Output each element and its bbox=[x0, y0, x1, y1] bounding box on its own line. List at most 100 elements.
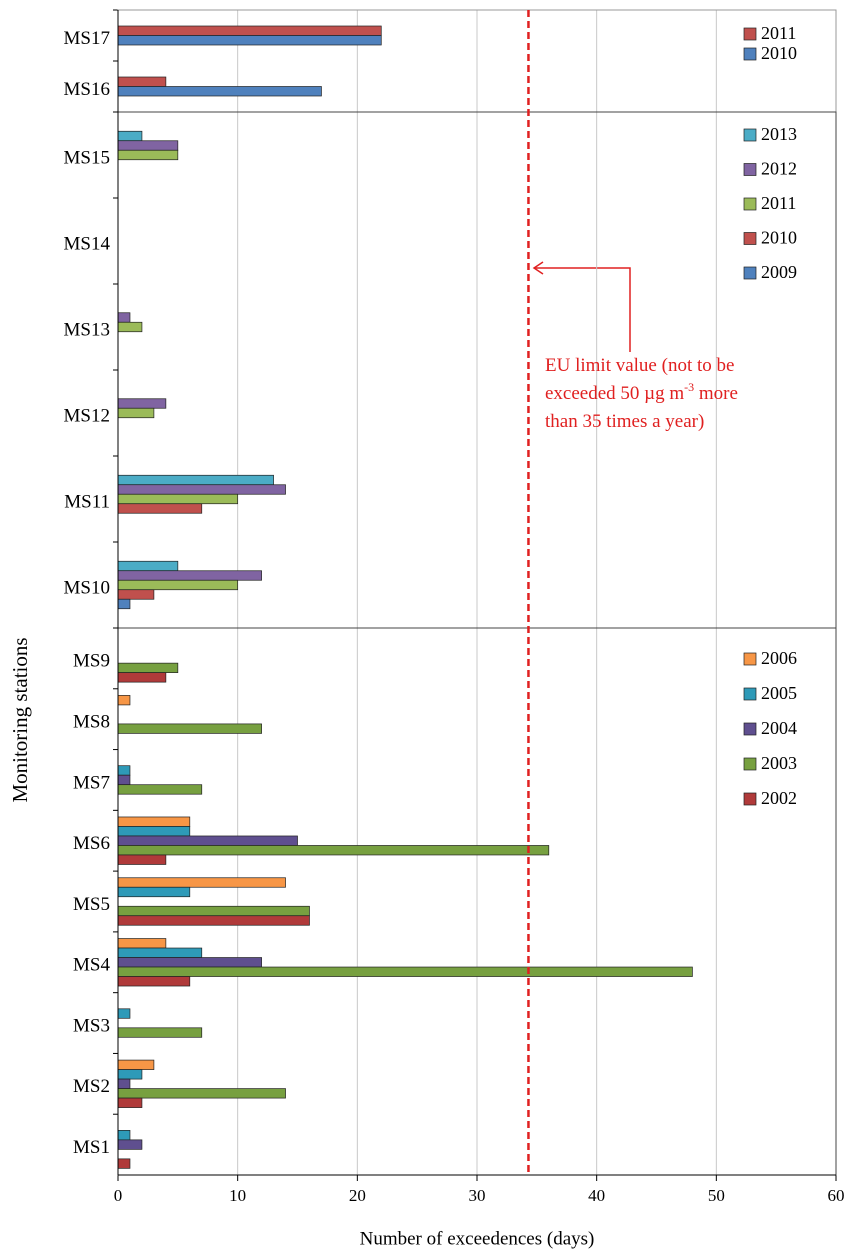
y-tick-label: MS9 bbox=[73, 651, 110, 672]
legend-swatch bbox=[743, 197, 757, 211]
y-tick-label: MS5 bbox=[73, 894, 110, 915]
bar bbox=[117, 695, 131, 706]
annotation: than 35 times a year) bbox=[545, 411, 704, 432]
bar bbox=[117, 598, 131, 610]
bar bbox=[117, 484, 286, 495]
bar bbox=[117, 570, 262, 581]
bar bbox=[117, 1008, 131, 1019]
y-tick-label: MS4 bbox=[73, 955, 110, 976]
bar bbox=[117, 1139, 143, 1150]
legend-label: 2013 bbox=[761, 124, 797, 144]
legend-label: 2003 bbox=[761, 753, 797, 773]
legend-swatch bbox=[743, 128, 757, 142]
bar bbox=[117, 723, 262, 734]
y-tick-label: MS13 bbox=[64, 319, 110, 340]
x-tick-label: 40 bbox=[588, 1186, 605, 1205]
bar bbox=[117, 1088, 286, 1099]
bar bbox=[117, 672, 167, 683]
bar bbox=[117, 976, 191, 987]
bar bbox=[117, 1130, 131, 1141]
bar bbox=[117, 915, 310, 926]
legend-swatch bbox=[743, 757, 757, 771]
bar bbox=[117, 474, 274, 486]
bar bbox=[117, 1059, 155, 1070]
annotation: EU limit value (not to be bbox=[545, 355, 734, 376]
y-tick-label: MS14 bbox=[64, 233, 111, 254]
legend-label: 2011 bbox=[761, 193, 796, 213]
x-tick-label: 0 bbox=[114, 1186, 123, 1205]
bar bbox=[117, 854, 167, 865]
x-tick-label: 20 bbox=[349, 1186, 366, 1205]
y-tick-label: MS7 bbox=[73, 772, 110, 793]
bar bbox=[117, 816, 191, 827]
legend-swatch bbox=[743, 47, 757, 61]
x-axis-label: Number of exceedences (days) bbox=[360, 1228, 595, 1249]
legend-swatch bbox=[743, 163, 757, 176]
bar bbox=[117, 312, 131, 323]
x-tick-label: 10 bbox=[229, 1186, 246, 1205]
annotation-text: more bbox=[694, 383, 738, 404]
bar bbox=[117, 86, 322, 97]
bar bbox=[117, 957, 262, 968]
y-tick-label: MS6 bbox=[73, 833, 110, 854]
bar bbox=[117, 662, 179, 673]
bar bbox=[117, 130, 143, 142]
bar bbox=[117, 407, 155, 419]
legend-swatch bbox=[743, 232, 757, 245]
bar bbox=[117, 149, 179, 161]
legend-swatch bbox=[743, 27, 757, 41]
x-tick-label: 30 bbox=[469, 1186, 486, 1205]
legend-label: 2004 bbox=[761, 718, 797, 738]
legend-label: 2009 bbox=[761, 262, 797, 282]
annotation-text: than 35 times a year) bbox=[545, 411, 704, 432]
bar bbox=[117, 938, 167, 949]
x-tick-label: 60 bbox=[828, 1186, 845, 1205]
bar bbox=[117, 1097, 143, 1108]
annotation: exceeded 50 µg m-3 more bbox=[545, 380, 738, 405]
bar bbox=[117, 579, 239, 591]
bar bbox=[117, 765, 131, 776]
legend-swatch bbox=[743, 792, 757, 806]
annotation-text: exceeded 50 µg m bbox=[545, 383, 684, 404]
legend-swatch bbox=[743, 652, 757, 666]
y-tick-label: MS15 bbox=[64, 147, 110, 168]
bar bbox=[117, 774, 131, 786]
bar bbox=[117, 826, 191, 837]
bar bbox=[117, 503, 203, 514]
bar bbox=[117, 76, 167, 87]
bar bbox=[117, 947, 203, 958]
bar bbox=[117, 784, 203, 795]
bar bbox=[117, 1078, 131, 1089]
legend-label: 2005 bbox=[761, 683, 797, 703]
y-axis-label: Monitoring stations bbox=[8, 637, 32, 802]
legend-label: 2006 bbox=[761, 648, 797, 668]
legend-label: 2010 bbox=[761, 228, 797, 248]
bar bbox=[117, 1158, 131, 1169]
bar bbox=[117, 905, 310, 917]
legend-label: 2011 bbox=[761, 23, 796, 43]
annotation-text: EU limit value (not to be bbox=[545, 355, 734, 376]
bar bbox=[117, 835, 298, 846]
bar bbox=[117, 1069, 143, 1080]
legend-label: 2012 bbox=[761, 159, 797, 179]
bar bbox=[117, 560, 179, 572]
bar bbox=[117, 1027, 203, 1038]
legend-swatch bbox=[743, 722, 757, 736]
y-tick-label: MS16 bbox=[64, 79, 110, 100]
legend-swatch bbox=[743, 687, 757, 701]
bar bbox=[117, 845, 550, 856]
annotation-text: -3 bbox=[684, 380, 694, 394]
bar bbox=[117, 493, 239, 505]
y-tick-label: MS8 bbox=[73, 712, 110, 733]
y-tick-label: MS10 bbox=[64, 577, 110, 598]
bar bbox=[117, 886, 191, 898]
y-tick-label: MS11 bbox=[64, 491, 110, 512]
bar bbox=[117, 398, 167, 409]
legend-label: 2002 bbox=[761, 788, 797, 808]
y-tick-label: MS17 bbox=[64, 28, 110, 49]
bar bbox=[117, 877, 286, 888]
y-tick-label: MS12 bbox=[64, 405, 110, 426]
legend-swatch bbox=[743, 266, 757, 280]
annotation-arrow bbox=[532, 261, 631, 352]
